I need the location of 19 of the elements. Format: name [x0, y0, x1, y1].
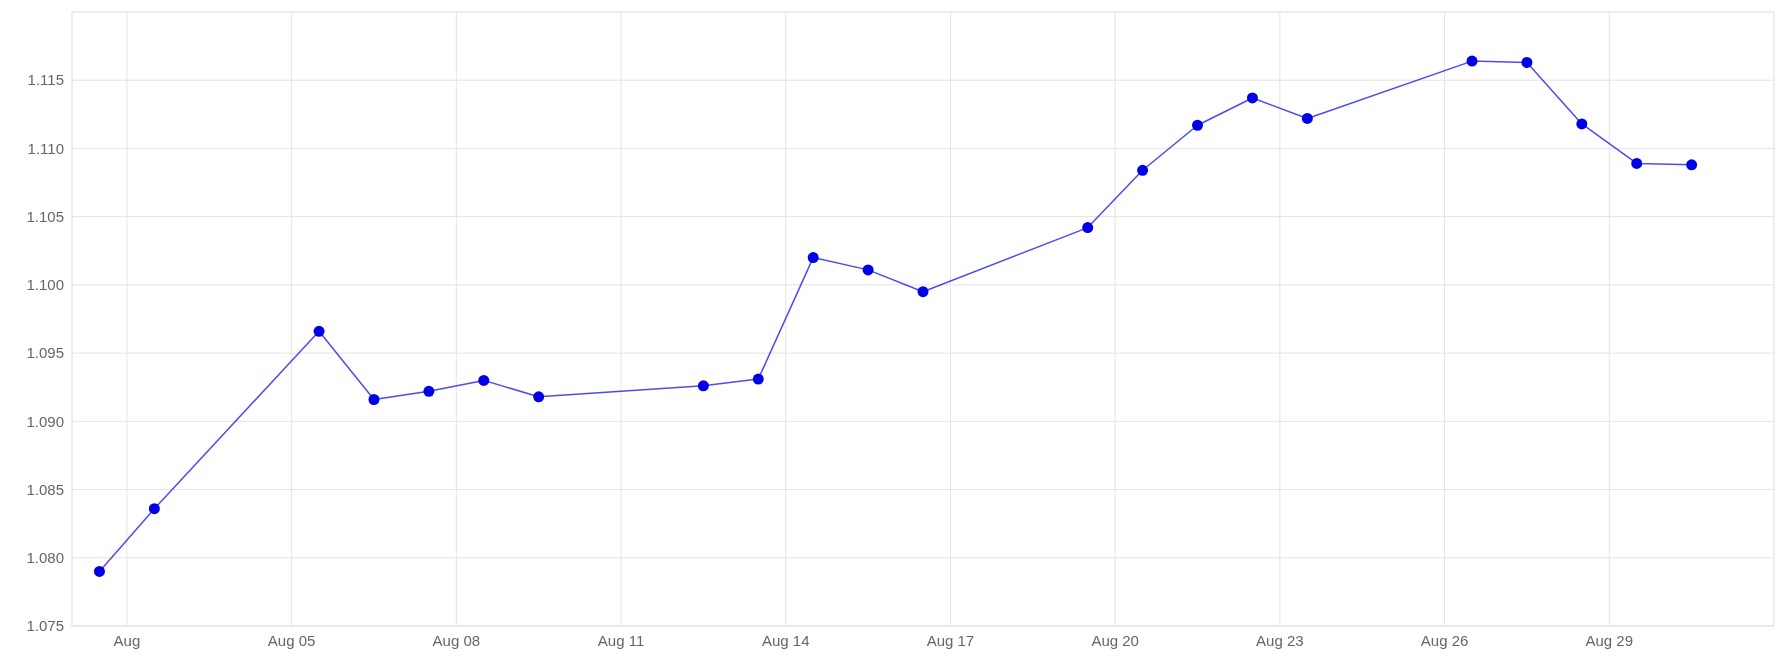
- y-tick-label: 1.100: [26, 276, 64, 294]
- y-tick-label: 1.110: [27, 139, 64, 157]
- x-tick-label: Aug 08: [432, 632, 481, 649]
- y-tick-label: 1.080: [26, 549, 64, 567]
- x-tick-label: Aug 23: [1256, 632, 1304, 649]
- y-tick-label: 1.090: [26, 412, 64, 430]
- x-tick-label: Aug 11: [597, 632, 645, 649]
- x-tick-label: Aug 29: [1585, 632, 1634, 649]
- x-tick-label: Aug 17: [926, 632, 975, 649]
- x-tick-label: Aug 14: [761, 632, 810, 649]
- x-tick-label: Aug: [113, 632, 141, 649]
- x-tick-label: Aug 05: [267, 632, 316, 649]
- y-tick-label: 1.085: [26, 480, 64, 498]
- y-tick-label: 1.105: [26, 207, 64, 225]
- x-tick-label: Aug 20: [1091, 632, 1139, 649]
- y-tick-label: 1.075: [26, 617, 64, 635]
- y-tick-label: 1.115: [27, 71, 64, 89]
- y-tick-label: 1.095: [26, 344, 64, 362]
- x-tick-label: Aug 26: [1420, 632, 1469, 649]
